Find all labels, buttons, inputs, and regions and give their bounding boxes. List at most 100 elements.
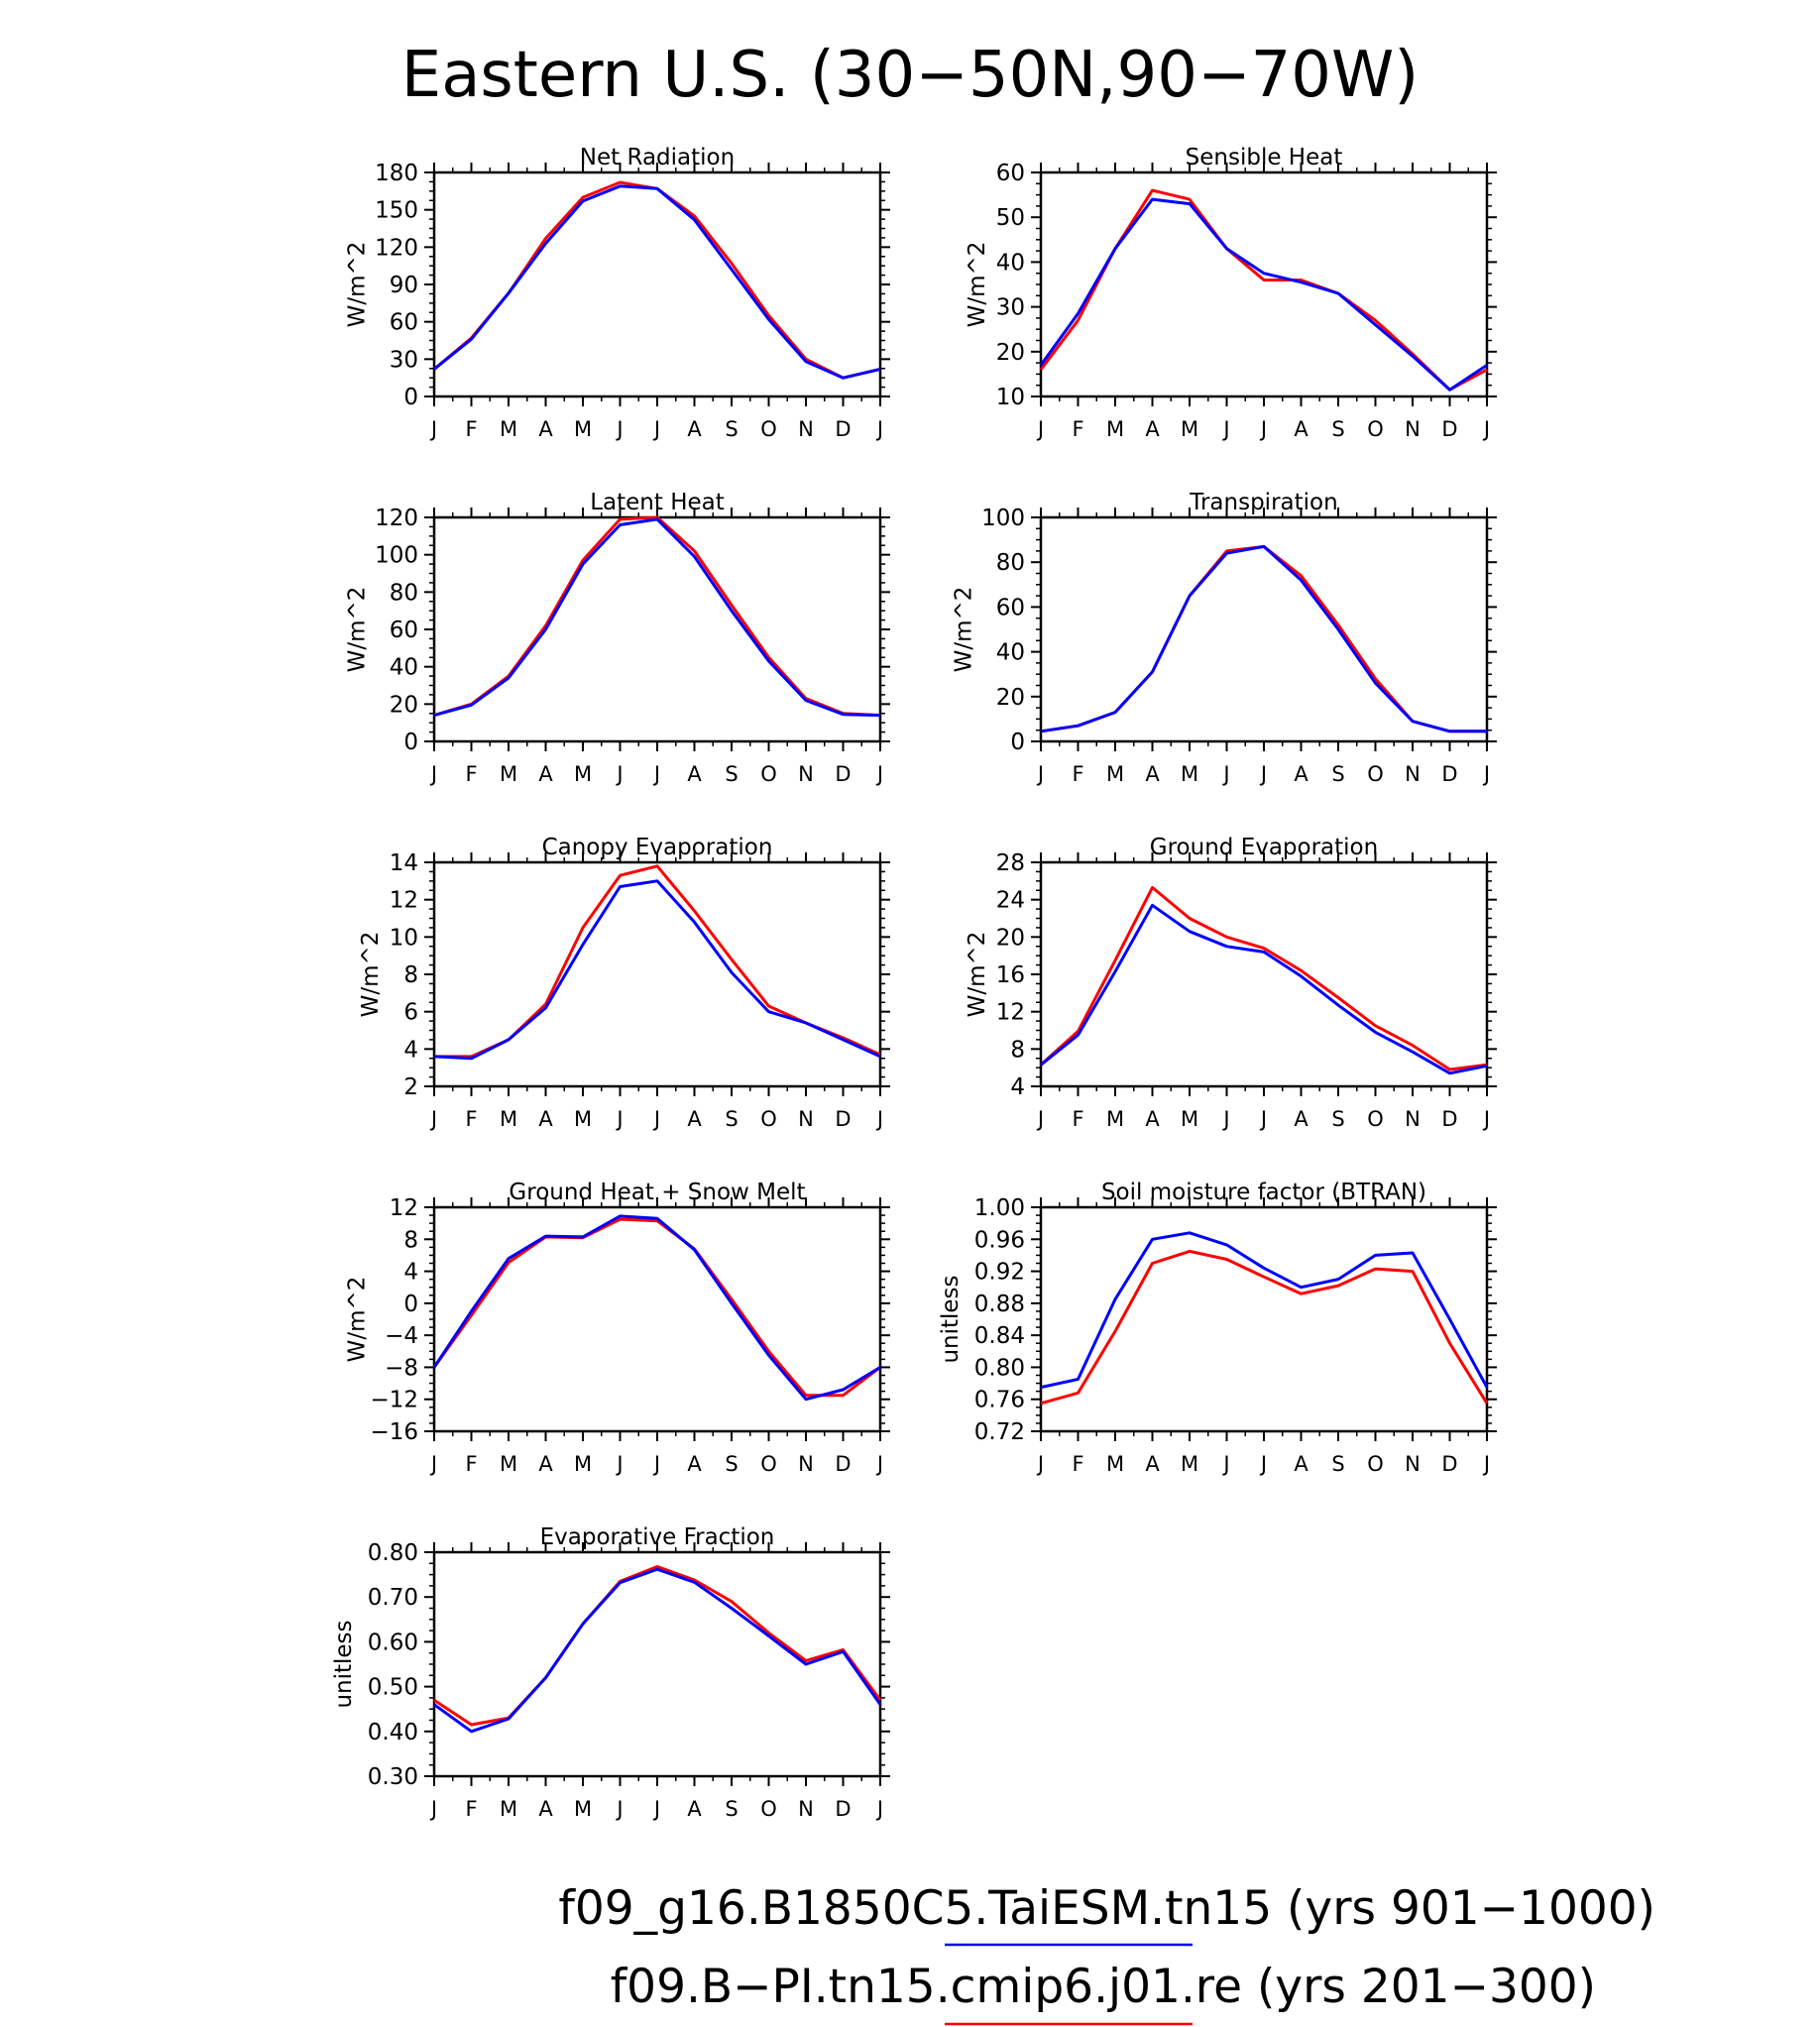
x-tick-label: A bbox=[1145, 762, 1160, 786]
y-tick-label: 0 bbox=[403, 1292, 418, 1317]
x-tick-label: J bbox=[875, 1797, 883, 1821]
x-tick-label: A bbox=[687, 1107, 702, 1131]
x-tick-label: M bbox=[500, 1797, 517, 1821]
x-tick-label: S bbox=[725, 1797, 738, 1821]
x-tick-label: O bbox=[1367, 762, 1384, 786]
y-tick-label: 0.72 bbox=[974, 1419, 1025, 1445]
x-tick-label: F bbox=[465, 1797, 477, 1821]
x-tick-label: J bbox=[1036, 762, 1044, 786]
x-tick-label: D bbox=[1441, 1452, 1457, 1476]
x-tick-label: M bbox=[1106, 1452, 1124, 1476]
x-tick-label: D bbox=[835, 1107, 851, 1131]
x-tick-label: J bbox=[1259, 417, 1267, 441]
x-tick-label: O bbox=[760, 1797, 777, 1821]
y-tick-label: −16 bbox=[370, 1419, 418, 1445]
x-tick-label: J bbox=[1482, 417, 1490, 441]
x-tick-label: A bbox=[687, 762, 702, 786]
y-axis-label: W/m^2 bbox=[965, 932, 990, 1018]
series-line-cmip6 bbox=[433, 515, 881, 718]
y-tick-label: 0 bbox=[1010, 730, 1025, 755]
x-tick-label: F bbox=[1072, 762, 1083, 786]
x-tick-label: S bbox=[725, 1452, 738, 1476]
x-tick-label: N bbox=[798, 417, 814, 441]
series-line-taiesm bbox=[432, 1214, 881, 1402]
x-tick-label: J bbox=[1482, 762, 1490, 786]
y-tick-label: 60 bbox=[996, 161, 1025, 186]
y-tick-label: 0.84 bbox=[974, 1323, 1025, 1349]
y-tick-label: 0.88 bbox=[974, 1292, 1025, 1317]
y-tick-label: 30 bbox=[996, 295, 1025, 321]
legend: f09_g16.B1850C5.TaiESM.tn15 (yrs 901−100… bbox=[558, 1881, 1655, 2026]
y-tick-label: 100 bbox=[981, 506, 1025, 531]
y-tick-label: 20 bbox=[996, 925, 1025, 951]
series-line-taiesm bbox=[433, 517, 881, 718]
y-tick-label: 90 bbox=[390, 273, 418, 298]
y-tick-label: 0.30 bbox=[368, 1764, 418, 1790]
x-tick-label: A bbox=[1294, 1452, 1308, 1476]
x-tick-label: F bbox=[465, 1107, 477, 1131]
x-tick-label: J bbox=[615, 1452, 623, 1476]
y-tick-label: 20 bbox=[390, 692, 418, 718]
x-tick-label: N bbox=[1405, 417, 1421, 441]
x-tick-label: J bbox=[1259, 762, 1267, 786]
x-tick-label: N bbox=[1405, 1107, 1421, 1131]
x-tick-label: M bbox=[500, 762, 517, 786]
x-tick-label: J bbox=[1259, 1107, 1267, 1131]
x-tick-label: A bbox=[687, 1797, 702, 1821]
x-tick-label: J bbox=[652, 417, 660, 441]
series-line-taiesm bbox=[1040, 903, 1488, 1075]
x-tick-label: M bbox=[500, 1452, 517, 1476]
x-tick-label: N bbox=[1405, 1452, 1421, 1476]
x-tick-label: A bbox=[538, 1107, 553, 1131]
y-tick-label: 0 bbox=[403, 730, 418, 755]
x-tick-label: A bbox=[538, 762, 553, 786]
x-tick-label: S bbox=[725, 1107, 738, 1131]
y-tick-label: 40 bbox=[996, 250, 1025, 276]
x-tick-label: J bbox=[652, 762, 660, 786]
x-tick-label: J bbox=[1221, 1452, 1229, 1476]
x-tick-label: O bbox=[1367, 417, 1384, 441]
x-tick-label: S bbox=[1331, 417, 1344, 441]
x-tick-label: N bbox=[798, 762, 814, 786]
x-tick-label: S bbox=[725, 762, 738, 786]
plot-frame bbox=[432, 1550, 882, 1778]
plot-frame bbox=[1039, 515, 1489, 743]
y-tick-label: 0.80 bbox=[974, 1355, 1025, 1381]
x-tick-label: A bbox=[1145, 1452, 1160, 1476]
x-tick-label: J bbox=[652, 1452, 660, 1476]
x-tick-label: S bbox=[1331, 1452, 1344, 1476]
x-tick-label: M bbox=[1181, 1107, 1198, 1131]
x-tick-label: M bbox=[1106, 417, 1124, 441]
x-tick-label: O bbox=[760, 1107, 777, 1131]
y-tick-label: 120 bbox=[375, 235, 418, 261]
y-axis-label: W/m^2 bbox=[358, 932, 384, 1018]
x-tick-label: J bbox=[615, 1107, 623, 1131]
y-tick-label: 60 bbox=[390, 310, 418, 336]
x-tick-label: A bbox=[1145, 417, 1160, 441]
legend-label-cmip6: f09.B−PI.tn15.cmip6.j01.re (yrs 201−300) bbox=[611, 1960, 1596, 2014]
x-tick-label: M bbox=[574, 1107, 592, 1131]
x-tick-label: O bbox=[1367, 1107, 1384, 1131]
chart-panel: Soil moisture factor (BTRAN)J F M A M J J A S O N D… bbox=[938, 1180, 1497, 1476]
x-tick-label: S bbox=[1331, 762, 1344, 786]
x-tick-label: F bbox=[465, 762, 477, 786]
y-tick-label: 120 bbox=[375, 506, 418, 531]
x-tick-label: J bbox=[1482, 1452, 1490, 1476]
y-tick-label: 60 bbox=[390, 618, 418, 643]
x-tick-label: M bbox=[1181, 417, 1198, 441]
x-tick-label: A bbox=[1294, 762, 1308, 786]
x-tick-label: A bbox=[1294, 417, 1308, 441]
y-tick-label: −4 bbox=[385, 1323, 418, 1349]
plot-frame bbox=[1039, 1205, 1489, 1433]
x-tick-label: M bbox=[1106, 762, 1124, 786]
x-tick-label: A bbox=[538, 1797, 553, 1821]
y-tick-label: 0.76 bbox=[974, 1388, 1025, 1413]
x-tick-label: A bbox=[687, 417, 702, 441]
y-tick-label: 1.00 bbox=[974, 1195, 1025, 1221]
